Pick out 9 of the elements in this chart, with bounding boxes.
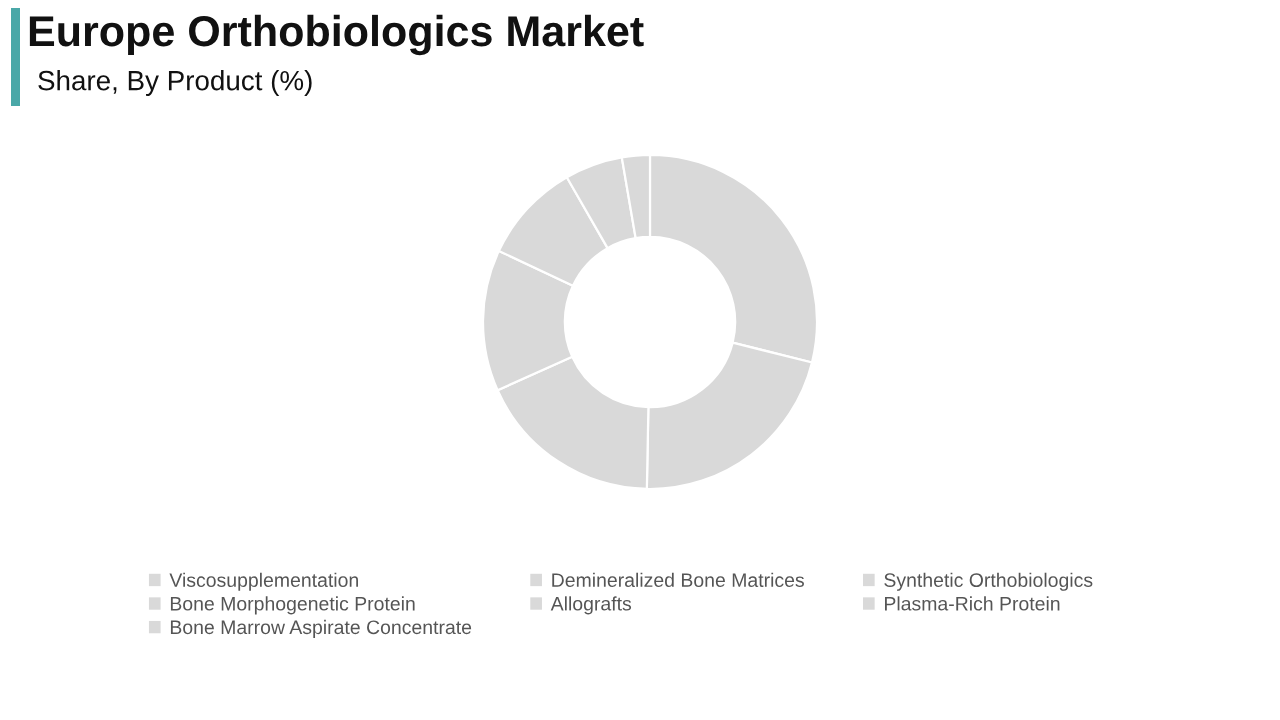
chart-title: Europe Orthobiologics Market [29,14,644,56]
legend-label: Plasma-Rich Protein [885,596,1060,611]
legend-label: Bone Marrow Aspirate Concentrate [170,619,472,638]
legend-label: Viscosupplementation [169,572,358,591]
legend-label: Allografts [550,596,632,615]
legend-label: Bone Morphogenetic Protein [170,596,415,615]
legend-label: Demineralized Bone Matrices [552,572,804,587]
chart-subtitle: Share, By Product (%) [38,70,312,96]
legend-label: Synthetic Orthobiologics [884,572,1093,591]
